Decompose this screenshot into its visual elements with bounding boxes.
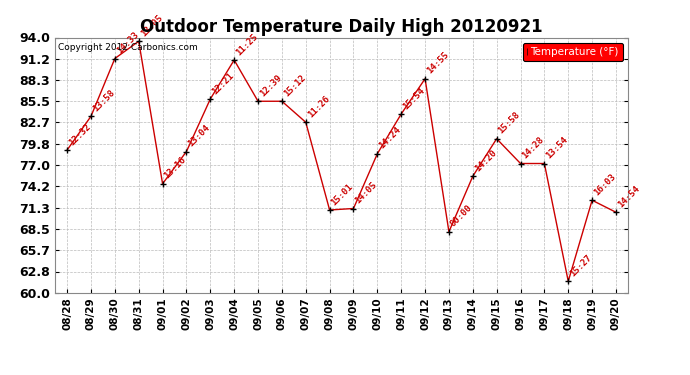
Text: 13:58: 13:58 [91, 88, 117, 113]
Text: 15:12: 15:12 [282, 73, 307, 98]
Legend: Temperature (°F): Temperature (°F) [523, 43, 622, 61]
Text: 14:05: 14:05 [353, 180, 379, 206]
Text: 14:28: 14:28 [520, 135, 546, 160]
Text: 15:01: 15:01 [330, 182, 355, 207]
Text: 12:32: 12:32 [67, 122, 92, 147]
Text: Copyright 2012 Carbonics.com: Copyright 2012 Carbonics.com [58, 43, 198, 52]
Text: 14:24: 14:24 [377, 125, 403, 151]
Text: 12:21: 12:21 [210, 70, 236, 96]
Text: 15:54: 15:54 [401, 86, 426, 111]
Text: 15:27: 15:27 [569, 253, 593, 278]
Text: 14:33: 14:33 [115, 30, 140, 56]
Text: 11:25: 11:25 [234, 32, 259, 57]
Text: 11:26: 11:26 [306, 94, 331, 119]
Text: 15:58: 15:58 [497, 110, 522, 136]
Text: 13:05: 13:05 [139, 13, 164, 38]
Text: 13:04: 13:04 [186, 123, 212, 148]
Text: 14:55: 14:55 [425, 50, 451, 76]
Text: 12:39: 12:39 [258, 73, 284, 98]
Text: 14:20: 14:20 [473, 148, 498, 173]
Title: Outdoor Temperature Daily High 20120921: Outdoor Temperature Daily High 20120921 [140, 18, 543, 36]
Text: 00:00: 00:00 [449, 203, 474, 229]
Text: 16:03: 16:03 [592, 172, 618, 197]
Text: 14:54: 14:54 [616, 184, 641, 209]
Text: 13:16: 13:16 [163, 155, 188, 181]
Text: 13:54: 13:54 [544, 135, 570, 160]
